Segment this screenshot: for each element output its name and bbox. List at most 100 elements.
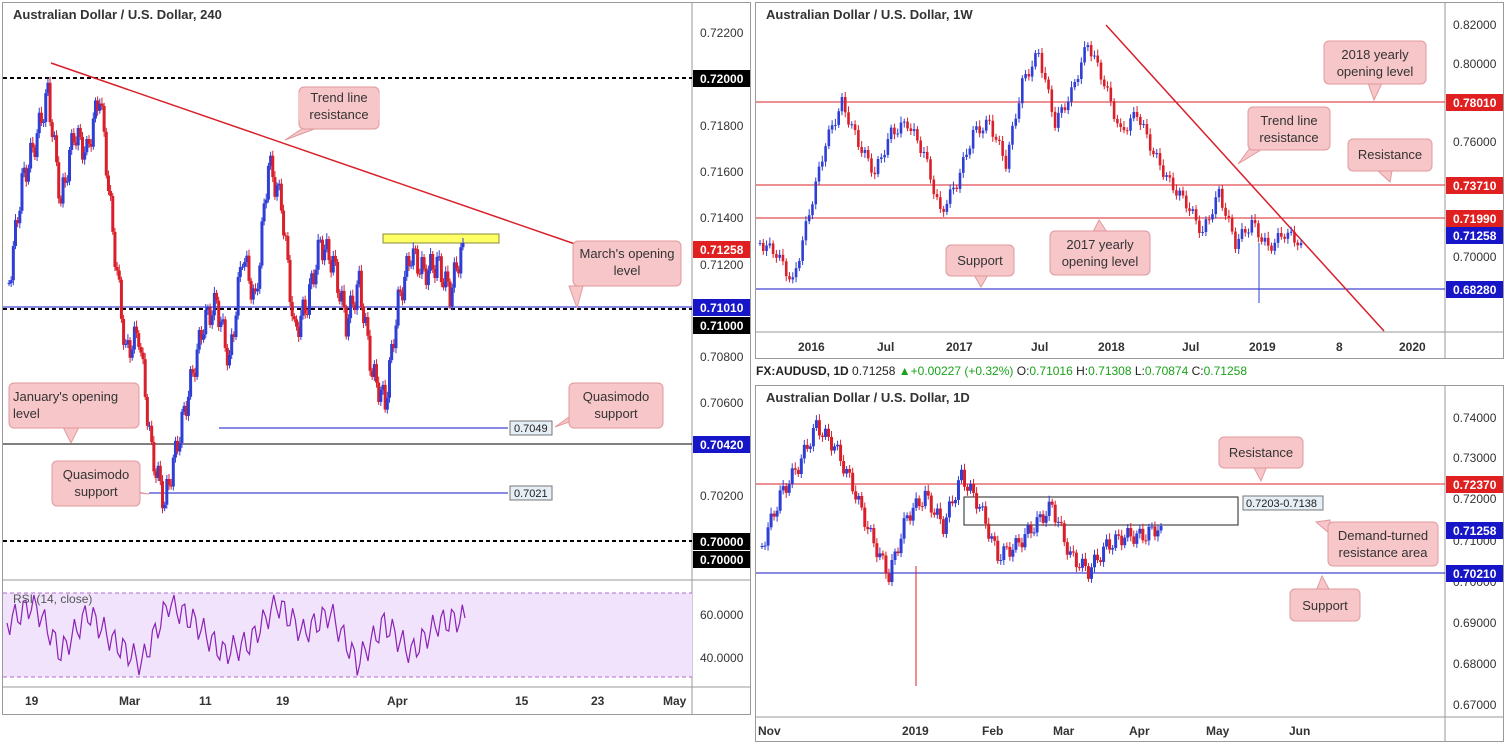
- candle-body: [781, 254, 785, 262]
- candle-body: [1117, 534, 1121, 536]
- price-label: 0.80000: [1453, 57, 1497, 71]
- candle-body: [1071, 551, 1075, 553]
- candle-body: [297, 326, 301, 337]
- candle-body: [1047, 501, 1051, 516]
- callout-label: Quasimodo support: [62, 467, 130, 499]
- weekly-chart-svg[interactable]: 0.82000 0.80000 0.76000 0.70000 0.78010 …: [756, 3, 1503, 358]
- daily-chart-panel[interactable]: Australian Dollar / U.S. Dollar, 1D 0.74…: [755, 385, 1504, 742]
- candle-body: [186, 396, 190, 416]
- callout-label: Resistance: [1357, 147, 1423, 162]
- candle-body: [126, 340, 130, 345]
- candle-body: [1270, 245, 1273, 251]
- candle-body: [929, 159, 932, 180]
- candle-body: [433, 268, 437, 278]
- candle-body: [917, 498, 921, 507]
- weekly-chart-panel[interactable]: Australian Dollar / U.S. Dollar, 1W 0.82…: [755, 2, 1504, 359]
- candle-body: [994, 136, 998, 140]
- candle-body: [50, 122, 54, 138]
- candle-body: [981, 506, 985, 508]
- candle-body: [1129, 118, 1132, 131]
- x-label: Jun: [1289, 724, 1310, 738]
- candle-body: [100, 103, 104, 106]
- candle-body: [1029, 525, 1033, 534]
- candle-body: [1001, 141, 1004, 156]
- ohlc-symbol: FX:AUDUSD, 1D: [756, 364, 849, 378]
- candle-body: [1073, 82, 1077, 88]
- candle-body: [960, 469, 963, 481]
- x-label: Mar: [119, 694, 141, 708]
- candle-body: [833, 446, 837, 451]
- daily-chart-title: Australian Dollar / U.S. Dollar, 1D: [766, 390, 970, 405]
- candle-body: [830, 125, 834, 130]
- candle-body: [178, 442, 182, 452]
- trend-line-resistance: [50, 62, 576, 245]
- candle-body: [1080, 62, 1083, 79]
- ohlc-open: 0.71016: [1029, 364, 1073, 378]
- level-tag-bg: [693, 551, 750, 568]
- candle-body: [926, 490, 930, 496]
- candle-body: [85, 139, 89, 153]
- candle-body: [899, 538, 903, 554]
- candle-body: [845, 469, 849, 474]
- level-tag-bg: [693, 317, 750, 334]
- candle-body: [1150, 526, 1154, 528]
- candle-body: [70, 133, 74, 150]
- daily-chart-svg[interactable]: 0.74000 0.73000 0.72000 0.71000 0.70000 …: [756, 386, 1503, 741]
- candle-body: [91, 118, 95, 147]
- candle-body: [450, 287, 454, 307]
- candle-body: [271, 155, 275, 178]
- candle-body: [444, 271, 448, 288]
- candle-body: [1059, 521, 1063, 524]
- candle-body: [351, 295, 355, 305]
- candle-body: [368, 335, 372, 371]
- level-tag: 0.73710: [1453, 179, 1497, 193]
- candle-body: [993, 536, 997, 541]
- candle-body: [869, 528, 873, 530]
- callout-quasimodo-support-right: [554, 382, 664, 429]
- ohlc-o-label: O:: [1016, 364, 1030, 378]
- candle-body: [853, 124, 857, 131]
- candle-body: [1266, 237, 1270, 246]
- candle-body: [988, 119, 991, 121]
- candle-body: [1165, 175, 1168, 177]
- candle-body: [1053, 504, 1057, 523]
- candle-body: [377, 382, 381, 402]
- rsi-tick: 40.0000: [700, 651, 744, 665]
- candle-body: [863, 149, 867, 153]
- candle-body: [13, 220, 17, 247]
- candle-body: [850, 124, 854, 126]
- candle-body: [22, 167, 26, 174]
- candle-body: [349, 295, 353, 319]
- candle-body: [1070, 87, 1073, 102]
- candle-body: [791, 277, 795, 280]
- level-box-bg: [509, 420, 553, 436]
- price-label: 0.71400: [700, 211, 744, 225]
- candle-body: [381, 384, 385, 390]
- candle-body: [295, 319, 299, 327]
- x-label: 2019: [1249, 340, 1276, 354]
- candle-body: [1138, 528, 1142, 534]
- candle-body: [947, 501, 951, 518]
- candle-body: [1126, 528, 1130, 538]
- candle-body: [794, 268, 798, 278]
- h4-chart-panel[interactable]: Australian Dollar / U.S. Dollar, 240 RSI…: [2, 2, 751, 715]
- candle-body: [403, 276, 407, 301]
- candle-body: [87, 139, 91, 144]
- candle-body: [119, 279, 123, 319]
- candle-body: [1171, 177, 1175, 191]
- candle-body: [240, 266, 244, 268]
- candle-body: [407, 255, 411, 267]
- candle-body: [387, 360, 391, 398]
- level-tag: 0.68280: [1453, 283, 1497, 297]
- price-label: 0.82000: [1453, 18, 1497, 32]
- candle-body: [212, 292, 216, 316]
- candle-body: [1008, 546, 1012, 557]
- candle-body: [249, 280, 253, 300]
- candle-body: [1158, 153, 1162, 166]
- candle-body: [902, 121, 906, 123]
- candle-body: [778, 254, 781, 258]
- h4-chart-svg[interactable]: RSI (14, close) 0.72200 0.71800 0.71600 …: [3, 3, 750, 714]
- candle-body: [827, 428, 830, 437]
- candle-body: [148, 425, 152, 427]
- candle-body: [1153, 526, 1157, 537]
